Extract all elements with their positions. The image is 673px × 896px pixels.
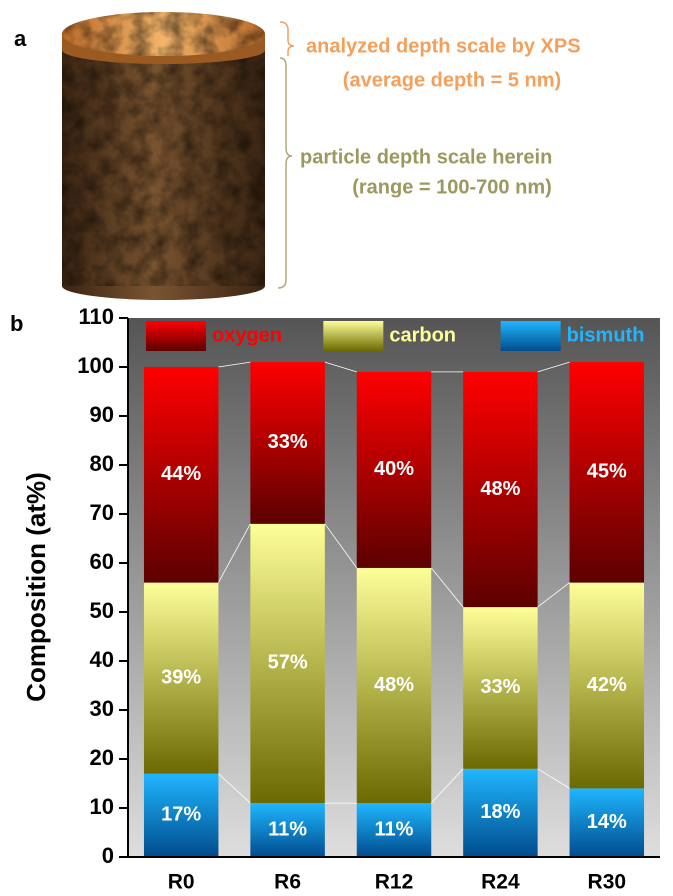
x-tick-label: R6: [274, 871, 301, 894]
value-label: 42%: [587, 674, 627, 696]
x-tick-label: R30: [588, 871, 627, 894]
bar-segment: [143, 367, 219, 583]
connector-line: [324, 523, 358, 569]
connector-line: [218, 523, 251, 583]
x-tick-label: R24: [481, 871, 520, 894]
bar-segment: [356, 803, 432, 857]
value-label: 44%: [161, 463, 201, 485]
bar-segment: [569, 582, 645, 789]
bar-segment: [463, 371, 538, 608]
y-tick-label: 20: [90, 745, 114, 770]
connector-line: [218, 361, 251, 368]
y-tick-label: 30: [90, 696, 114, 721]
annotation: particle depth scale herein: [300, 146, 552, 168]
bar-segment: [463, 768, 538, 857]
value-label: 11%: [375, 818, 414, 840]
connector-line: [537, 768, 570, 789]
connector-line: [537, 582, 570, 608]
value-label: 18%: [480, 801, 520, 823]
y-tick-label: 60: [90, 549, 114, 574]
legend-swatch: [500, 321, 561, 351]
connector-line: [430, 567, 464, 608]
connector-line: [324, 361, 357, 373]
value-label: 48%: [480, 478, 520, 500]
value-label: 48%: [374, 674, 414, 696]
y-tick-label: 110: [79, 304, 115, 329]
bracket: [277, 57, 293, 289]
y-tick-label: 50: [90, 598, 114, 623]
y-tick-label: 10: [90, 794, 114, 819]
value-label: 33%: [480, 676, 520, 698]
y-tick-label: 70: [90, 500, 114, 525]
bar-segment: [250, 523, 325, 804]
bar-segment: [356, 371, 432, 568]
legend-swatch: [146, 321, 206, 351]
bar-segment: [569, 788, 645, 857]
bar-segment: [250, 362, 325, 524]
cylinder: [62, 12, 265, 300]
panel-label: b: [10, 311, 23, 336]
annotation: analyzed depth scale by XPS: [306, 35, 581, 57]
annotation: (range = 100-700 nm): [352, 176, 552, 198]
connector-line: [430, 768, 464, 804]
legend-label: carbon: [389, 324, 456, 346]
y-tick-label: 0: [102, 843, 114, 868]
value-label: 57%: [268, 652, 308, 674]
bar-segment: [463, 607, 538, 769]
bar-segment: [569, 362, 645, 583]
x-tick-label: R12: [375, 871, 414, 894]
y-tick-label: 100: [77, 353, 114, 378]
y-axis-label: Composition (at%): [21, 472, 51, 702]
value-label: 14%: [587, 811, 627, 833]
x-tick-label: R0: [168, 871, 195, 894]
bar-segment: [250, 803, 325, 857]
bar-segment: [143, 773, 219, 857]
bar-segment: [143, 582, 219, 774]
y-tick-label: 90: [90, 402, 114, 427]
value-label: 17%: [161, 804, 201, 826]
value-label: 40%: [374, 458, 414, 480]
annotation: (average depth = 5 nm): [343, 69, 561, 91]
panel-label: a: [14, 26, 27, 51]
bracket: [279, 21, 295, 56]
legend-label: bismuth: [567, 324, 645, 346]
connector-line: [218, 773, 251, 804]
legend-label: oxygen: [212, 324, 282, 346]
value-label: 39%: [161, 666, 201, 688]
y-tick-label: 80: [90, 451, 114, 476]
bar-segment: [356, 567, 432, 804]
legend-swatch: [323, 321, 384, 351]
value-label: 33%: [268, 431, 308, 453]
value-label: 45%: [587, 461, 627, 483]
connector-line: [537, 361, 570, 373]
y-tick-label: 40: [90, 647, 114, 672]
value-label: 11%: [268, 818, 307, 840]
